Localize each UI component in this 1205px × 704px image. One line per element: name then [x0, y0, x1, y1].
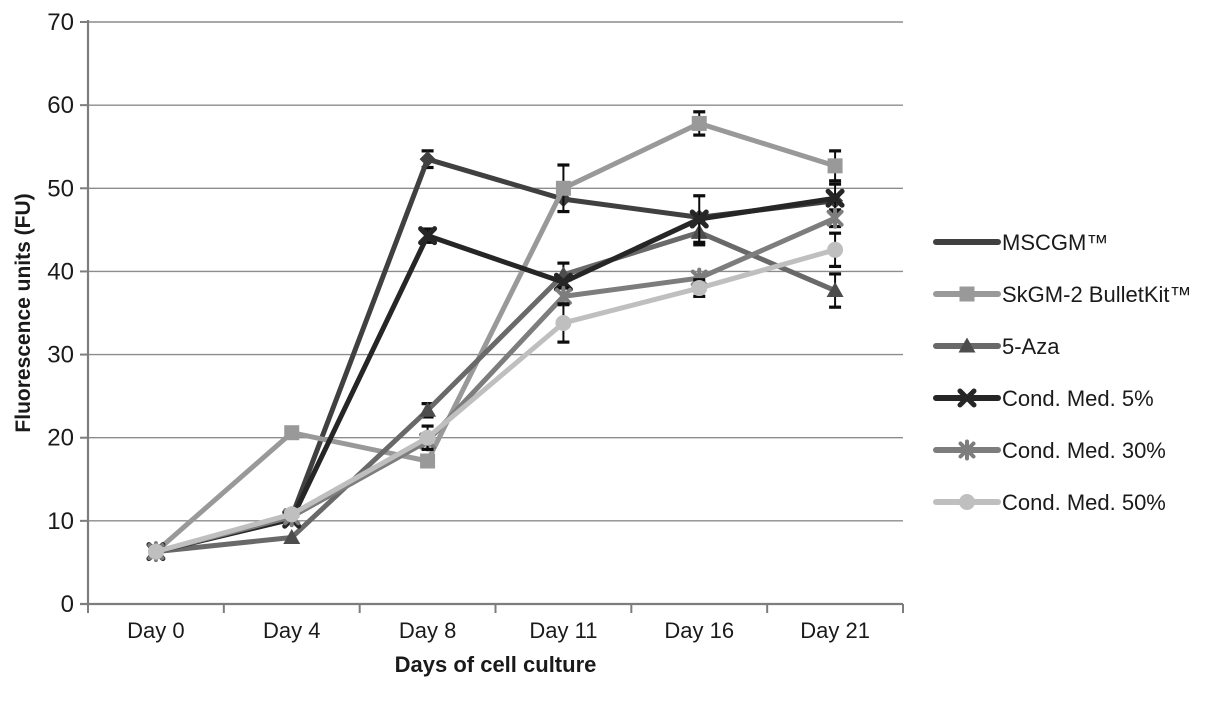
legend-item: Cond. Med. 5% — [933, 386, 1154, 411]
series-line — [153, 195, 838, 555]
series-line — [153, 120, 838, 555]
x-marker-icon — [825, 188, 845, 208]
y-tick-label: 50 — [47, 175, 74, 202]
x-tick-label: Day 21 — [800, 618, 870, 643]
y-tick-label: 0 — [61, 591, 74, 618]
y-axis-title: Fluorescence units (FU) — [12, 193, 35, 432]
y-tick-label: 70 — [47, 9, 74, 36]
series-line — [153, 215, 838, 555]
series-2 — [148, 110, 843, 560]
legend-label: SkGM-2 BulletKit™ — [1002, 282, 1192, 307]
circle-marker-icon — [555, 314, 572, 331]
series-3 — [147, 218, 844, 559]
diamond-marker-icon — [419, 151, 436, 168]
circle-marker-icon — [827, 241, 844, 258]
triangle-marker-icon — [958, 337, 976, 353]
square-marker-icon — [959, 286, 975, 302]
series-line — [153, 229, 838, 555]
legend-label: MSCGM™ — [1002, 230, 1108, 255]
x-tick-label: Day 4 — [263, 618, 320, 643]
circle-marker-icon — [283, 506, 300, 523]
x-tick-label: Day 0 — [127, 618, 184, 643]
legend-item: Cond. Med. 30% — [933, 438, 1166, 463]
legend-label: Cond. Med. 5% — [1002, 386, 1154, 411]
series-6 — [147, 231, 844, 560]
square-marker-icon — [555, 180, 571, 196]
square-marker-icon — [827, 158, 843, 174]
legend-item: Cond. Med. 50% — [933, 490, 1166, 515]
series-line — [153, 247, 838, 555]
x-marker-icon — [418, 226, 438, 246]
y-tick-label: 40 — [47, 258, 74, 285]
x-marker-icon — [957, 388, 977, 408]
square-marker-icon — [284, 425, 300, 441]
square-marker-icon — [420, 453, 436, 469]
circle-marker-icon — [147, 543, 164, 560]
series-5 — [147, 207, 844, 563]
asterisk-marker-icon — [958, 439, 976, 461]
triangle-marker-icon — [419, 401, 437, 417]
x-tick-label: Day 11 — [529, 618, 597, 643]
circle-marker-icon — [419, 429, 436, 446]
triangle-marker-icon — [283, 528, 301, 544]
y-tick-label: 60 — [47, 92, 74, 119]
asterisk-marker-icon — [826, 207, 844, 229]
asterisk-marker-icon — [554, 285, 572, 307]
circle-marker-icon — [959, 494, 975, 510]
x-marker-icon — [689, 209, 709, 229]
x-tick-label: Day 8 — [399, 618, 456, 643]
legend-label: Cond. Med. 50% — [1002, 490, 1166, 515]
y-tick-label: 30 — [47, 342, 74, 369]
x-tick-label: Day 16 — [664, 618, 734, 643]
legend-label: Cond. Med. 30% — [1002, 438, 1166, 463]
series-line — [153, 156, 838, 555]
gridlines — [88, 21, 903, 522]
axis-labels: 0 10 20 30 40 50 60 70 Day 0 Day 4 Day 8 Day 11 Day … — [12, 9, 870, 677]
square-marker-icon — [691, 115, 707, 131]
legend-item: SkGM-2 BulletKit™ — [933, 282, 1192, 307]
y-tick-label: 20 — [47, 425, 74, 452]
y-tick-label: 10 — [47, 508, 74, 535]
legend-item: 5-Aza — [933, 334, 1060, 359]
legend-item: MSCGM™ — [933, 230, 1108, 255]
legend: MSCGM™ SkGM-2 BulletKit™ 5-Aza Cond. Med. 5… — [933, 230, 1192, 515]
axes — [80, 20, 904, 613]
legend-label: 5-Aza — [1002, 334, 1060, 359]
triangle-marker-icon — [826, 282, 844, 298]
x-axis-title: Days of cell culture — [395, 652, 597, 677]
circle-marker-icon — [691, 280, 708, 297]
